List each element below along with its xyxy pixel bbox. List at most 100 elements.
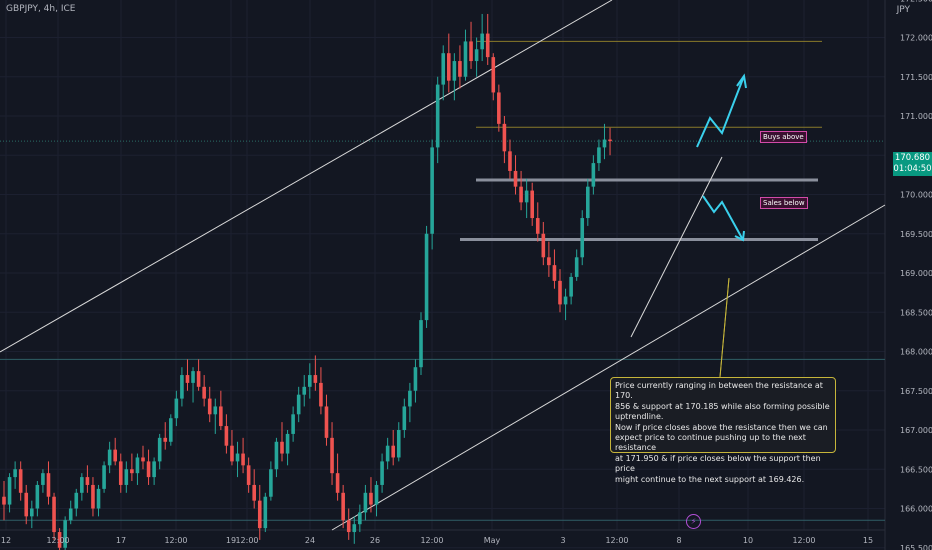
x-tick-label: 12:00 bbox=[46, 536, 69, 545]
candle-body bbox=[485, 33, 490, 58]
candle-body bbox=[302, 386, 307, 395]
candle-body bbox=[141, 457, 145, 462]
candle-body bbox=[130, 469, 134, 474]
candle-body bbox=[169, 418, 173, 442]
x-tick-label: 12:00 bbox=[420, 536, 443, 545]
y-tick-label: 172.500 bbox=[900, 0, 932, 3]
candle-body bbox=[413, 367, 418, 391]
candle-body bbox=[402, 406, 407, 430]
bullish-projection-arrow bbox=[696, 75, 745, 148]
x-tick-label: 19 bbox=[226, 536, 236, 545]
candle-body bbox=[230, 445, 234, 462]
y-tick-label: 165.500 bbox=[900, 544, 932, 550]
candle-body bbox=[530, 190, 534, 219]
candle-body bbox=[502, 123, 507, 152]
candle-body bbox=[85, 477, 90, 485]
x-tick-label: 12:00 bbox=[605, 536, 628, 545]
candle-body bbox=[430, 147, 434, 234]
candle-body bbox=[519, 186, 523, 203]
bearish-projection-arrow bbox=[702, 195, 744, 241]
candle-body bbox=[374, 484, 379, 505]
buys-above-label: Buys above bbox=[760, 131, 807, 143]
x-tick-label: 12 bbox=[1, 536, 11, 545]
candle-body bbox=[408, 390, 412, 407]
y-tick-label: 168.500 bbox=[900, 308, 932, 317]
candle-body bbox=[118, 461, 123, 485]
candle-body bbox=[452, 61, 457, 81]
candle-body bbox=[18, 469, 23, 493]
candle-body bbox=[330, 437, 334, 474]
candle-body bbox=[508, 151, 512, 171]
candle-body bbox=[185, 375, 190, 383]
x-tick-label: 17 bbox=[116, 536, 126, 545]
candle-body bbox=[363, 492, 368, 513]
y-tick-label: 166.000 bbox=[900, 505, 932, 514]
candle-body bbox=[358, 512, 362, 525]
currency-label: JPY bbox=[896, 5, 910, 15]
candle-body bbox=[558, 280, 562, 305]
candle-body bbox=[369, 492, 373, 505]
candle-body bbox=[308, 375, 312, 387]
candle-body bbox=[319, 382, 323, 407]
candle-body bbox=[219, 406, 223, 427]
y-tick-label: 171.000 bbox=[900, 112, 932, 121]
candle-body bbox=[196, 371, 201, 387]
candle-body bbox=[224, 426, 229, 446]
candle-body bbox=[346, 520, 351, 533]
candle-body bbox=[435, 84, 440, 148]
candle-body bbox=[13, 469, 17, 478]
candle-body bbox=[269, 469, 273, 497]
candle-body bbox=[207, 398, 212, 415]
candle-body bbox=[257, 500, 262, 529]
y-tick-label: 167.000 bbox=[900, 426, 932, 435]
candle-body bbox=[480, 33, 484, 50]
candle-body bbox=[541, 233, 546, 258]
candle-body bbox=[447, 53, 451, 81]
x-tick-label: 12:00 bbox=[164, 536, 187, 545]
bar-timer: 01:04:50 bbox=[893, 164, 932, 174]
candle-body bbox=[68, 508, 73, 521]
candle-body bbox=[591, 163, 596, 187]
candle-body bbox=[513, 170, 518, 187]
x-tick-label: 26 bbox=[370, 536, 380, 545]
candle-body bbox=[113, 449, 117, 462]
candle-body bbox=[569, 276, 573, 297]
candle-body bbox=[252, 484, 256, 501]
candle-body bbox=[396, 430, 401, 458]
y-tick-label: 166.500 bbox=[900, 465, 932, 474]
candle-body bbox=[146, 461, 151, 478]
candle-body bbox=[46, 473, 51, 497]
candle-body bbox=[57, 532, 62, 548]
x-tick-label: 10 bbox=[743, 536, 753, 545]
x-tick-label: 8 bbox=[676, 536, 681, 545]
x-tick-label: 12:00 bbox=[235, 536, 258, 545]
candle-body bbox=[385, 445, 390, 462]
candle-body bbox=[291, 414, 295, 434]
candle-body bbox=[52, 496, 56, 533]
candle-body bbox=[102, 465, 106, 489]
candle-body bbox=[274, 441, 279, 470]
current-price: 170.680 bbox=[894, 153, 931, 163]
candle-body bbox=[296, 394, 301, 415]
candle-body bbox=[135, 457, 140, 474]
channel-upper-line bbox=[0, 0, 613, 353]
sales-below-label: Sales below bbox=[760, 197, 808, 209]
candle-body bbox=[602, 139, 607, 148]
candle-body bbox=[547, 257, 551, 266]
candle-body bbox=[352, 524, 357, 533]
candle-body bbox=[474, 49, 479, 62]
y-tick-label: 169.500 bbox=[900, 230, 932, 239]
candle-body bbox=[441, 53, 446, 85]
x-tick-label: 12:00 bbox=[792, 536, 815, 545]
candle-body bbox=[324, 406, 329, 438]
candle-body bbox=[424, 233, 429, 321]
candle-body bbox=[107, 449, 112, 466]
candle-body bbox=[24, 492, 29, 517]
bullish-arrowhead bbox=[736, 73, 747, 89]
candle-body bbox=[280, 441, 284, 454]
lightning-icon[interactable]: ⚡ bbox=[686, 514, 701, 529]
symbol-title: GBPJPY, 4h, ICE bbox=[6, 4, 76, 14]
y-tick-label: 171.500 bbox=[900, 73, 932, 82]
candle-body bbox=[313, 375, 318, 383]
